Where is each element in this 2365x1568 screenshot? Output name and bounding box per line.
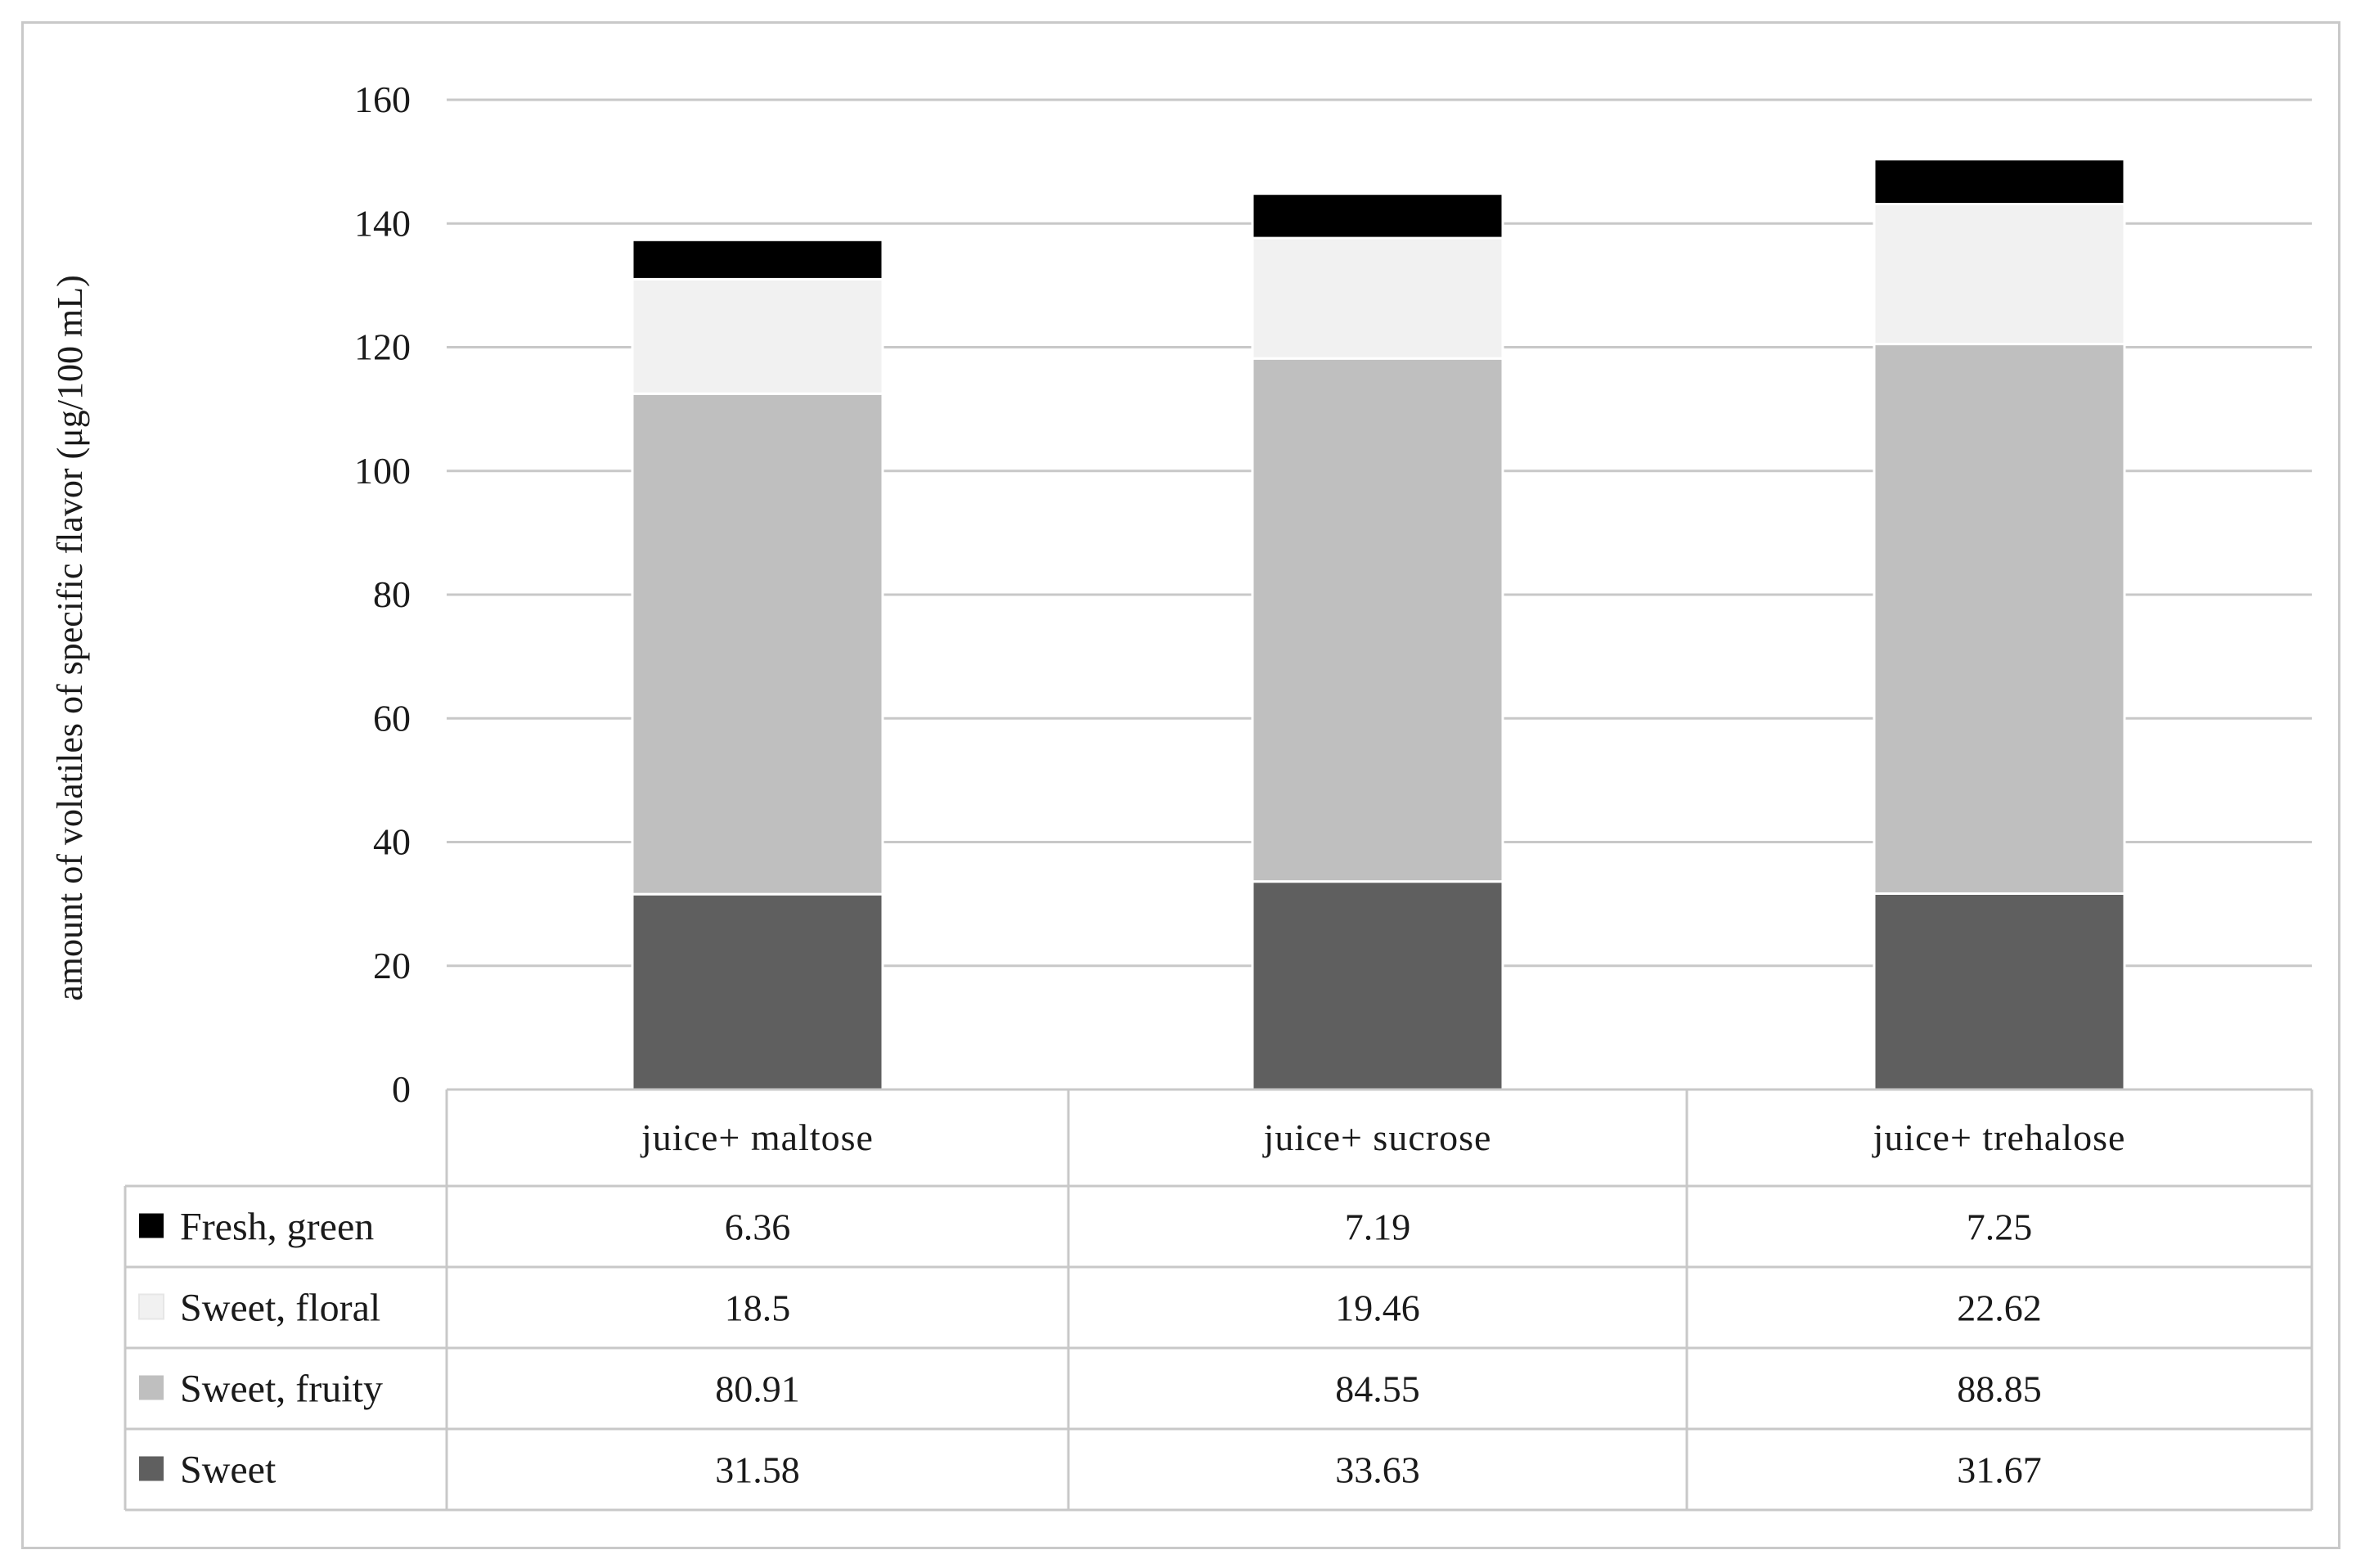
y-axis-ticks: 0 20 40 60 80 100 120 140 160 (354, 79, 411, 1110)
bar-segment (1873, 892, 2126, 1091)
bar-segment (631, 277, 884, 395)
table-row-label: Fresh, green (180, 1206, 374, 1249)
bar-segment (1251, 236, 1504, 360)
bar-segment (631, 238, 884, 281)
table-row-label: Sweet, floral (180, 1287, 380, 1330)
bar-segment (1251, 357, 1504, 883)
table-cell: 7.19 (1345, 1206, 1411, 1248)
table-row-label: Sweet, fruity (180, 1368, 383, 1411)
table-cell: 6.36 (725, 1206, 791, 1248)
category-label: juice+ trehalose (1872, 1116, 2126, 1158)
table-cell: 18.5 (725, 1287, 791, 1329)
legend-swatch (139, 1375, 164, 1400)
bar-segment (631, 892, 884, 1091)
bar-segment (1873, 343, 2126, 895)
y-axis-title: amount of volatiles of specific flavor (… (50, 275, 90, 1000)
bar-segment (1873, 158, 2126, 206)
table-cell: 31.67 (1957, 1449, 2042, 1491)
table-row-label: Sweet (180, 1449, 277, 1492)
bars (631, 158, 2126, 1091)
y-tick-label: 80 (373, 573, 411, 615)
table-cell: 80.91 (715, 1368, 800, 1410)
y-tick-label: 40 (373, 821, 411, 863)
table-cell: 19.46 (1335, 1287, 1420, 1329)
y-tick-label: 160 (354, 79, 411, 120)
bar-segment (1251, 880, 1504, 1091)
table-cell: 84.55 (1335, 1368, 1420, 1410)
y-tick-label: 120 (354, 326, 411, 368)
table-cell: 31.58 (715, 1449, 800, 1491)
y-tick-label: 0 (392, 1068, 411, 1110)
data-table: juice+ maltose juice+ sucrose juice+ treha… (124, 1088, 2313, 1512)
bar-segment (1251, 192, 1504, 240)
bar-segment (631, 392, 884, 896)
y-tick-label: 140 (354, 202, 411, 244)
legend-swatch (139, 1456, 164, 1481)
legend-swatch (138, 1293, 164, 1320)
y-tick-label: 60 (373, 697, 411, 739)
legend-swatch (139, 1213, 164, 1238)
table-cell: 22.62 (1957, 1287, 2042, 1329)
category-label: juice+ sucrose (1262, 1116, 1492, 1158)
table-cell: 88.85 (1957, 1368, 2042, 1410)
table-cell: 7.25 (1967, 1206, 2033, 1248)
y-tick-label: 100 (354, 450, 411, 492)
y-tick-label: 20 (373, 945, 411, 986)
category-label: juice+ maltose (640, 1116, 874, 1158)
bar-segment (1873, 203, 2126, 346)
table-cell: 33.63 (1335, 1449, 1420, 1491)
